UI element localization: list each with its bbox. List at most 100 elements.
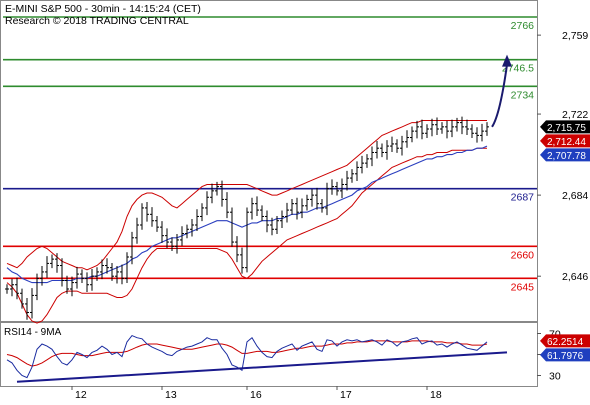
price-bar (50, 254, 54, 269)
rsi-line (6, 334, 488, 379)
price-bar (10, 278, 14, 297)
price-bar (255, 196, 259, 217)
rsi-signal-line (6, 340, 488, 367)
price-bar (455, 117, 459, 132)
price-tag-0-box (540, 120, 590, 134)
price-bar (365, 154, 369, 168)
price-bar (170, 237, 174, 252)
price-bar (410, 126, 414, 143)
price-bar (35, 273, 39, 301)
price-bar (420, 119, 424, 140)
price-bar (480, 123, 484, 142)
price-bar (100, 259, 104, 280)
rsi-panel-title: RSI14 - 9MA (4, 327, 62, 338)
price-bar (235, 236, 239, 263)
price-tag-2-label: 2,707.78 (547, 151, 586, 162)
price-tag-1-box (540, 134, 590, 148)
rsi-tag-0-label: 62.2514 (547, 337, 584, 348)
price-bar (105, 258, 109, 274)
price-bar (435, 117, 439, 135)
projection-arrow-layer (491, 54, 512, 128)
price-bar (240, 247, 244, 274)
price-bar (305, 194, 309, 211)
level-label-0: 2766 (511, 20, 535, 32)
price-bar (165, 228, 169, 249)
projection-arrow-shaft (491, 64, 508, 128)
bollinger-upper-line (6, 120, 487, 271)
price-bar (380, 143, 384, 158)
price-bar (25, 297, 29, 320)
rsi-tag-1-label: 61.7976 (547, 351, 584, 362)
price-bar (320, 198, 324, 213)
price-bar (155, 216, 159, 232)
price-bar (95, 267, 99, 281)
price-bar (250, 197, 254, 220)
price-bar (180, 226, 184, 246)
price-bar (45, 256, 49, 278)
price-bar (175, 233, 179, 254)
price-bar (485, 122, 489, 136)
price-bar (285, 202, 289, 223)
price-bar (400, 135, 404, 156)
level-label-3: 2687 (511, 192, 535, 204)
price-bar (115, 265, 119, 284)
price-bar (375, 140, 379, 159)
price-bar (30, 288, 34, 319)
price-bar (65, 275, 69, 294)
price-bar (265, 210, 269, 233)
price-bar (220, 180, 224, 207)
chart-subtitle: Research © 2018 TRADING CENTRAL (5, 15, 189, 27)
price-bar (350, 169, 354, 183)
price-bar (230, 207, 234, 247)
price-bar (135, 217, 139, 244)
y-tick-label: 2,722 (562, 109, 588, 121)
price-bar (280, 210, 284, 228)
price-bar (470, 124, 474, 138)
price-tag-2-box (540, 148, 590, 162)
y-tick-label: 2,759 (562, 30, 588, 42)
price-bar (315, 187, 319, 210)
y-tick-label: 2,646 (562, 271, 588, 283)
price-bar (15, 277, 19, 300)
price-bar (80, 269, 84, 284)
price-bar (190, 219, 194, 237)
rsi-tag-1-box (540, 348, 590, 362)
price-bar (110, 262, 114, 281)
price-bar (20, 288, 24, 309)
price-bar (335, 181, 339, 196)
price-bar (340, 178, 344, 199)
rsi-trendline (16, 351, 508, 383)
price-bar (130, 231, 134, 265)
price-bar (425, 124, 429, 138)
price-bar (75, 266, 79, 289)
price-bar (70, 276, 74, 297)
price-bar (295, 197, 299, 220)
price-bar (275, 216, 279, 234)
price-bar (225, 192, 229, 219)
price-bar (55, 253, 59, 273)
price-bar (60, 258, 64, 287)
price-bar (290, 198, 294, 215)
x-tick-label: 17 (340, 389, 352, 400)
price-bar (245, 207, 249, 273)
price-bar (385, 140, 389, 160)
price-bar (465, 119, 469, 135)
price-bar (90, 268, 94, 291)
chart-title: E-MINI S&P 500 - 30min - 14:15:24 (CET) (5, 3, 201, 15)
price-bar (330, 179, 334, 195)
price-bar (300, 198, 304, 219)
price-bar (40, 265, 44, 286)
price-bar (440, 122, 444, 134)
price-bar (185, 224, 189, 239)
y-tick-label: 2,684 (562, 190, 588, 202)
price-bar (200, 203, 204, 222)
price-tag-layer: 2,715.75 2,712.44 2,707.78 62.2514 61.7976 (540, 120, 590, 362)
price-bar (85, 272, 89, 292)
price-bar (125, 252, 129, 284)
bollinger-bands (6, 120, 487, 324)
price-bar (215, 181, 219, 196)
rsi-layer (6, 334, 508, 383)
price-bar (140, 203, 144, 230)
